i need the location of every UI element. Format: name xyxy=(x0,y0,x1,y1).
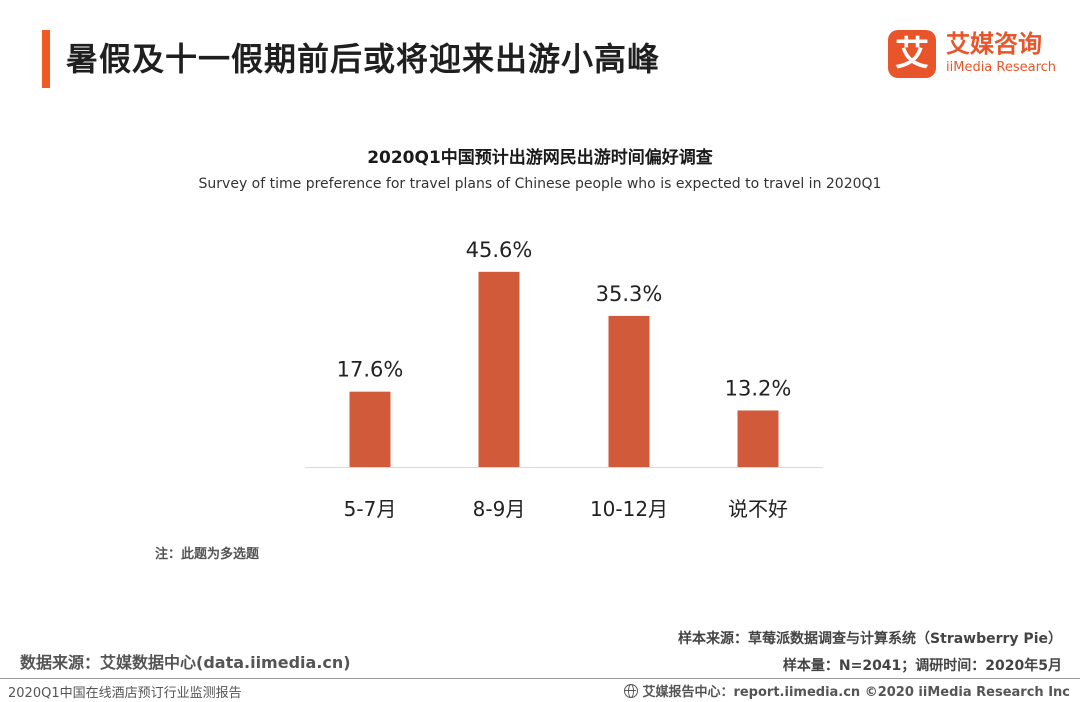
iimedia-logo: 艾 艾媒咨询 iiMedia Research xyxy=(888,30,1068,82)
data-source: 数据来源：艾媒数据中心(data.iimedia.cn) xyxy=(20,653,351,672)
category-label-3: 10-12月 xyxy=(590,497,668,521)
data-label-4: 13.2% xyxy=(725,377,792,401)
title-accent-bar xyxy=(42,30,50,88)
footer-credits-text: 艾媒报告中心：report.iimedia.cn ©2020 iiMedia R… xyxy=(642,685,1070,700)
logo-name-en: iiMedia Research xyxy=(946,60,1057,75)
globe-icon xyxy=(624,684,639,698)
sample-size: 样本量：N=2041；调研时间：2020年5月 xyxy=(782,658,1062,674)
category-label-4: 说不好 xyxy=(728,497,788,521)
data-label-3: 35.3% xyxy=(596,282,663,306)
chart-note: 注：此题为多选题 xyxy=(155,547,260,562)
data-label-2: 45.6% xyxy=(466,238,533,262)
footer-credits: 艾媒报告中心：report.iimedia.cn ©2020 iiMedia R… xyxy=(624,681,1070,700)
bar-chart: 17.6% 5-7月 45.6% 8-9月 35.3% 10-12月 13.2% 说不好 xyxy=(305,238,823,521)
chart-title: 2020Q1中国预计出游网民出游时间偏好调查 xyxy=(367,148,713,168)
data-label-1: 17.6% xyxy=(337,358,404,382)
footer-report-name: 2020Q1中国在线酒店预订行业监测报告 xyxy=(8,686,242,701)
bar-4 xyxy=(737,410,779,467)
sample-source: 样本来源：草莓派数据调查与计算系统（Strawberry Pie） xyxy=(678,631,1062,647)
footer-divider xyxy=(0,678,1080,679)
category-label-1: 5-7月 xyxy=(344,497,397,521)
page-title: 暑假及十一假期前后或将迎来出游小高峰 xyxy=(66,40,661,78)
logo-name-cn: 艾媒咨询 xyxy=(946,30,1042,58)
logo-mark: 艾 xyxy=(888,30,936,78)
bar-3 xyxy=(608,315,650,467)
bar-2 xyxy=(478,271,520,467)
category-label-2: 8-9月 xyxy=(473,497,526,521)
bar-1 xyxy=(349,391,391,467)
chart-subtitle: Survey of time preference for travel pla… xyxy=(198,176,882,192)
